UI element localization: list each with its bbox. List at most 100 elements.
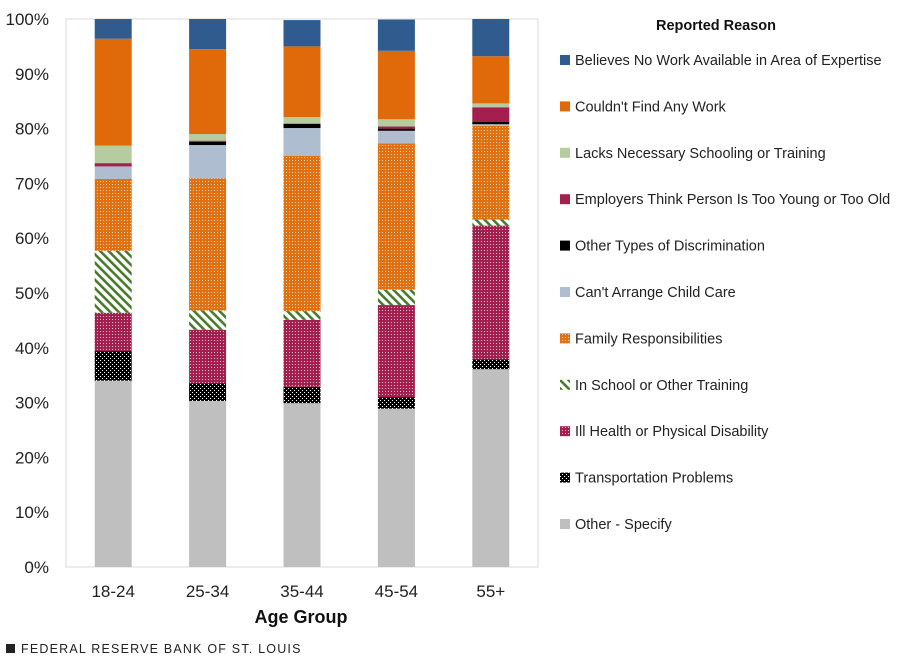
legend-swatch xyxy=(560,519,570,529)
legend-label: Employers Think Person Is Too Young or T… xyxy=(575,192,890,208)
bar-segment xyxy=(377,119,415,127)
bar-segment xyxy=(189,134,227,141)
bar-segment xyxy=(377,143,415,290)
bar-segment xyxy=(472,369,510,567)
bar-segment xyxy=(377,19,415,51)
bar-segment xyxy=(472,122,510,125)
legend-title: Reported Reason xyxy=(656,18,776,34)
bar-segment xyxy=(472,359,510,370)
legend-label: Lacks Necessary Schooling or Training xyxy=(575,146,826,162)
bar-segment xyxy=(94,380,132,567)
bar-segment xyxy=(283,123,321,129)
x-tick-label: 35-44 xyxy=(280,582,323,601)
y-tick-label: 20% xyxy=(15,448,49,467)
bar-segment xyxy=(472,19,510,57)
y-tick-label: 0% xyxy=(24,558,49,577)
legend-item: Couldn't Find Any Work xyxy=(560,99,727,115)
bar-segment xyxy=(94,351,132,381)
bar-segment xyxy=(94,179,132,251)
legend-label: Ill Health or Physical Disability xyxy=(575,424,769,440)
legend-swatch xyxy=(560,287,570,297)
bar-segment xyxy=(189,141,227,146)
legend-label: Transportation Problems xyxy=(575,471,733,487)
bar-segment xyxy=(94,250,132,313)
y-tick-label: 40% xyxy=(15,339,49,358)
bar-stack-55+ xyxy=(472,19,510,567)
y-tick-label: 30% xyxy=(15,394,49,413)
footer-square-icon xyxy=(6,644,15,653)
legend-item: Family Responsibilities xyxy=(560,331,722,347)
bar-segment xyxy=(377,397,415,409)
legend-swatch xyxy=(560,379,570,390)
legend-label: Other Types of Discrimination xyxy=(575,239,765,255)
legend-label: Family Responsibilities xyxy=(575,331,722,347)
bar-segment xyxy=(472,107,510,123)
y-tick-label: 50% xyxy=(15,284,49,303)
bar-segment xyxy=(283,319,321,387)
bar-segment xyxy=(283,46,321,118)
bar-segment xyxy=(472,219,510,226)
bar-segment xyxy=(377,130,415,144)
bar-segment xyxy=(189,145,227,179)
bar-segment xyxy=(189,49,227,135)
bar-segment xyxy=(472,103,510,108)
bar-segment xyxy=(283,156,321,312)
legend-swatch xyxy=(560,472,570,483)
x-tick-label: 18-24 xyxy=(91,582,134,601)
y-tick-label: 70% xyxy=(15,174,49,193)
bar-stack-25-34 xyxy=(189,19,227,567)
bar-segment xyxy=(283,128,321,156)
bar-segment xyxy=(283,311,321,320)
legend-swatch xyxy=(560,194,570,205)
y-tick-label: 80% xyxy=(15,120,49,139)
legend-label: Can't Arrange Child Care xyxy=(575,285,736,301)
bar-segment xyxy=(472,124,510,126)
legend-label: In School or Other Training xyxy=(575,378,748,394)
legend-label: Other - Specify xyxy=(575,517,672,533)
y-tick-label: 60% xyxy=(15,229,49,248)
bar-stack-35-44 xyxy=(283,20,321,567)
legend-item: Believes No Work Available in Area of Ex… xyxy=(560,53,882,69)
stacked-bar-chart: 0% 10% 20% 30% 40% 50% 60% 70% 80% 90% 100% 18-24 2… xyxy=(6,10,891,627)
bar-segment xyxy=(283,386,321,404)
bar-segment xyxy=(94,312,132,352)
bar-segment xyxy=(377,408,415,567)
footer-source: FEDERAL RESERVE BANK OF ST. LOUIS xyxy=(21,642,302,656)
bar-segment xyxy=(377,50,415,120)
bar-segment xyxy=(377,305,415,398)
legend-swatch xyxy=(560,333,570,344)
footer: FEDERAL RESERVE BANK OF ST. LOUIS xyxy=(6,642,302,656)
bar-segment xyxy=(94,163,132,167)
bar-segment xyxy=(472,56,510,104)
legend-swatch xyxy=(560,101,570,112)
bar-segment xyxy=(189,400,227,567)
y-tick-label: 90% xyxy=(15,65,49,84)
bar-segment xyxy=(283,20,321,47)
bar-segment xyxy=(94,38,132,146)
bar-segment xyxy=(377,126,415,129)
bar-segment xyxy=(472,125,510,220)
bar-segment xyxy=(189,383,227,401)
legend-swatch xyxy=(560,55,570,65)
legend-swatch xyxy=(560,147,570,158)
bar-stack-18-24 xyxy=(94,19,132,567)
legend-item: Can't Arrange Child Care xyxy=(560,285,736,301)
bar-segment xyxy=(94,166,132,180)
legend-item: Other - Specify xyxy=(560,517,672,533)
legend-swatch xyxy=(560,240,570,251)
bar-segment xyxy=(94,145,132,164)
legend-item: Lacks Necessary Schooling or Training xyxy=(560,146,826,162)
y-tick-label: 100% xyxy=(6,10,49,29)
bar-segment xyxy=(472,225,510,360)
bar-stack-45-54 xyxy=(377,19,415,567)
bar-segment xyxy=(283,403,321,567)
bar-segment xyxy=(377,128,415,131)
legend-item: Other Types of Discrimination xyxy=(560,239,765,255)
legend-item: Employers Think Person Is Too Young or T… xyxy=(560,192,890,208)
legend-item: Ill Health or Physical Disability xyxy=(560,424,769,440)
legend-label: Couldn't Find Any Work xyxy=(575,99,727,115)
x-tick-label: 25-34 xyxy=(186,582,229,601)
bar-segment xyxy=(283,117,321,124)
x-tick-label: 55+ xyxy=(476,582,505,601)
legend-item: In School or Other Training xyxy=(560,378,748,394)
